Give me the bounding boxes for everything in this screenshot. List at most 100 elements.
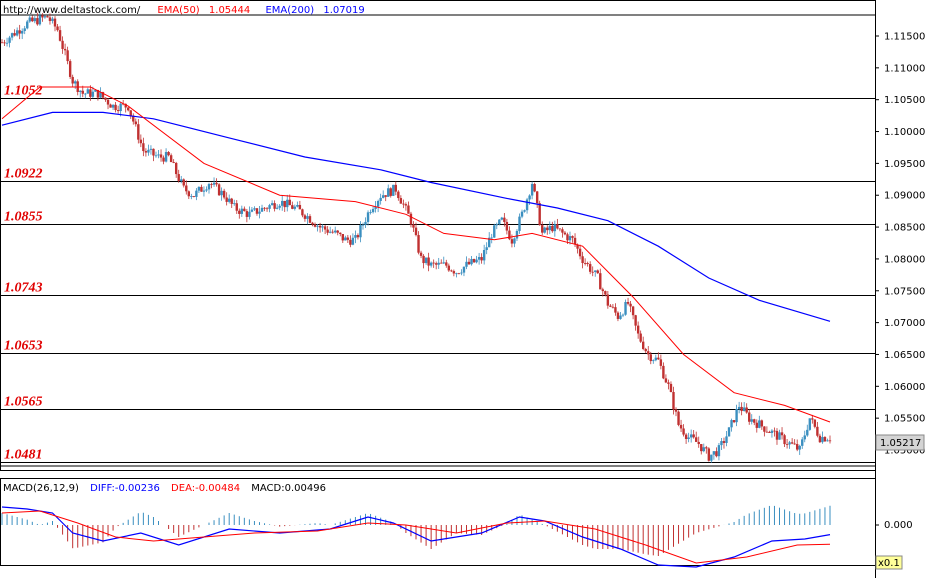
candle-body xyxy=(354,235,357,238)
candle-body xyxy=(470,258,473,265)
candle-body xyxy=(132,115,135,122)
candle-body xyxy=(174,162,178,175)
candle-body xyxy=(149,148,153,150)
level-label: 1.0565 xyxy=(4,395,43,410)
scale-badge[interactable]: x0.1 xyxy=(875,555,903,570)
candle-body xyxy=(758,420,761,428)
ema50-label: EMA(50) xyxy=(157,5,199,16)
candle-body xyxy=(525,199,529,211)
candle-body xyxy=(48,17,52,21)
candle-body xyxy=(270,203,274,206)
candle-body xyxy=(301,209,304,216)
candle-body xyxy=(119,103,122,112)
candle-body xyxy=(238,210,241,214)
candle-body xyxy=(412,224,415,228)
candle-body xyxy=(351,237,355,245)
candle-body xyxy=(742,407,746,412)
candle-body xyxy=(33,18,37,22)
price-panel-frame xyxy=(0,0,876,471)
candle-body xyxy=(677,411,680,425)
candle-body xyxy=(657,357,660,360)
candle-body xyxy=(475,259,478,263)
candle-body xyxy=(551,225,554,232)
source-url[interactable]: http://www.deltastock.com/ xyxy=(3,5,141,16)
candle-body xyxy=(245,211,249,217)
candle-body xyxy=(212,182,216,185)
candle-body xyxy=(508,230,511,240)
candle-body xyxy=(571,236,574,238)
candle-body xyxy=(669,383,673,393)
candle-body xyxy=(13,33,16,36)
candle-body xyxy=(528,195,531,200)
candle-body xyxy=(722,441,726,443)
candle-body xyxy=(275,207,279,209)
candle-body xyxy=(790,442,794,444)
candle-body xyxy=(705,447,708,449)
candle-body xyxy=(546,227,549,231)
candle-body xyxy=(147,149,150,153)
candle-body xyxy=(753,419,756,423)
candle-body xyxy=(404,204,408,206)
candle-body xyxy=(727,427,731,437)
candle-body xyxy=(3,42,6,44)
candle-body xyxy=(248,211,251,217)
candle-body xyxy=(826,440,829,442)
candle-body xyxy=(674,409,678,412)
candle-body xyxy=(197,186,201,191)
candle-body xyxy=(558,228,562,230)
candle-body xyxy=(86,89,90,94)
level-label: 1.1052 xyxy=(4,84,43,99)
candle-body xyxy=(202,190,206,192)
candle-body xyxy=(106,99,110,105)
candle-body xyxy=(10,33,14,38)
price-tick-label: 1.06500 xyxy=(884,350,925,361)
candle-body xyxy=(457,273,461,275)
candle-body xyxy=(505,221,509,231)
macd-name: MACD(26,12,9) xyxy=(3,483,79,494)
candle-body xyxy=(397,191,400,199)
candle-body xyxy=(732,420,736,423)
candle-body xyxy=(339,232,342,235)
price-tick-label: 1.09000 xyxy=(884,191,925,202)
candle-body xyxy=(298,204,302,210)
candle-body xyxy=(583,263,587,264)
candle-body xyxy=(205,189,208,191)
scale-badge-label: x0.1 xyxy=(878,558,900,569)
candle-body xyxy=(455,273,458,275)
candle-body xyxy=(813,419,817,427)
candle-body xyxy=(452,271,456,274)
candle-body xyxy=(164,152,168,162)
candle-body xyxy=(553,224,557,232)
candle-body xyxy=(785,444,789,445)
price-tick-label: 1.05000 xyxy=(884,446,925,457)
candle-body xyxy=(801,439,804,446)
candle-body xyxy=(195,190,198,197)
candle-body xyxy=(735,409,738,423)
candle-body xyxy=(134,121,137,125)
candle-body xyxy=(311,222,314,225)
candle-body xyxy=(407,205,410,214)
candle-body xyxy=(46,16,49,18)
candle-body xyxy=(23,28,26,31)
candle-body xyxy=(89,89,92,97)
candle-body xyxy=(180,179,183,181)
candle-body xyxy=(808,418,812,430)
candle-body xyxy=(74,81,77,84)
candle-body xyxy=(15,30,19,36)
candle-body xyxy=(36,18,39,25)
candle-body xyxy=(788,442,791,445)
candle-body xyxy=(253,208,256,210)
candle-body xyxy=(215,182,218,185)
candle-body xyxy=(619,315,622,319)
candle-body xyxy=(485,247,488,250)
candle-body xyxy=(104,97,107,100)
candle-body xyxy=(480,257,483,261)
candle-body xyxy=(679,424,683,429)
candle-body xyxy=(313,224,317,227)
candle-body xyxy=(803,435,806,440)
candle-body xyxy=(225,197,228,202)
candle-body xyxy=(684,434,688,439)
candle-body xyxy=(543,227,546,233)
candle-body xyxy=(182,179,185,186)
